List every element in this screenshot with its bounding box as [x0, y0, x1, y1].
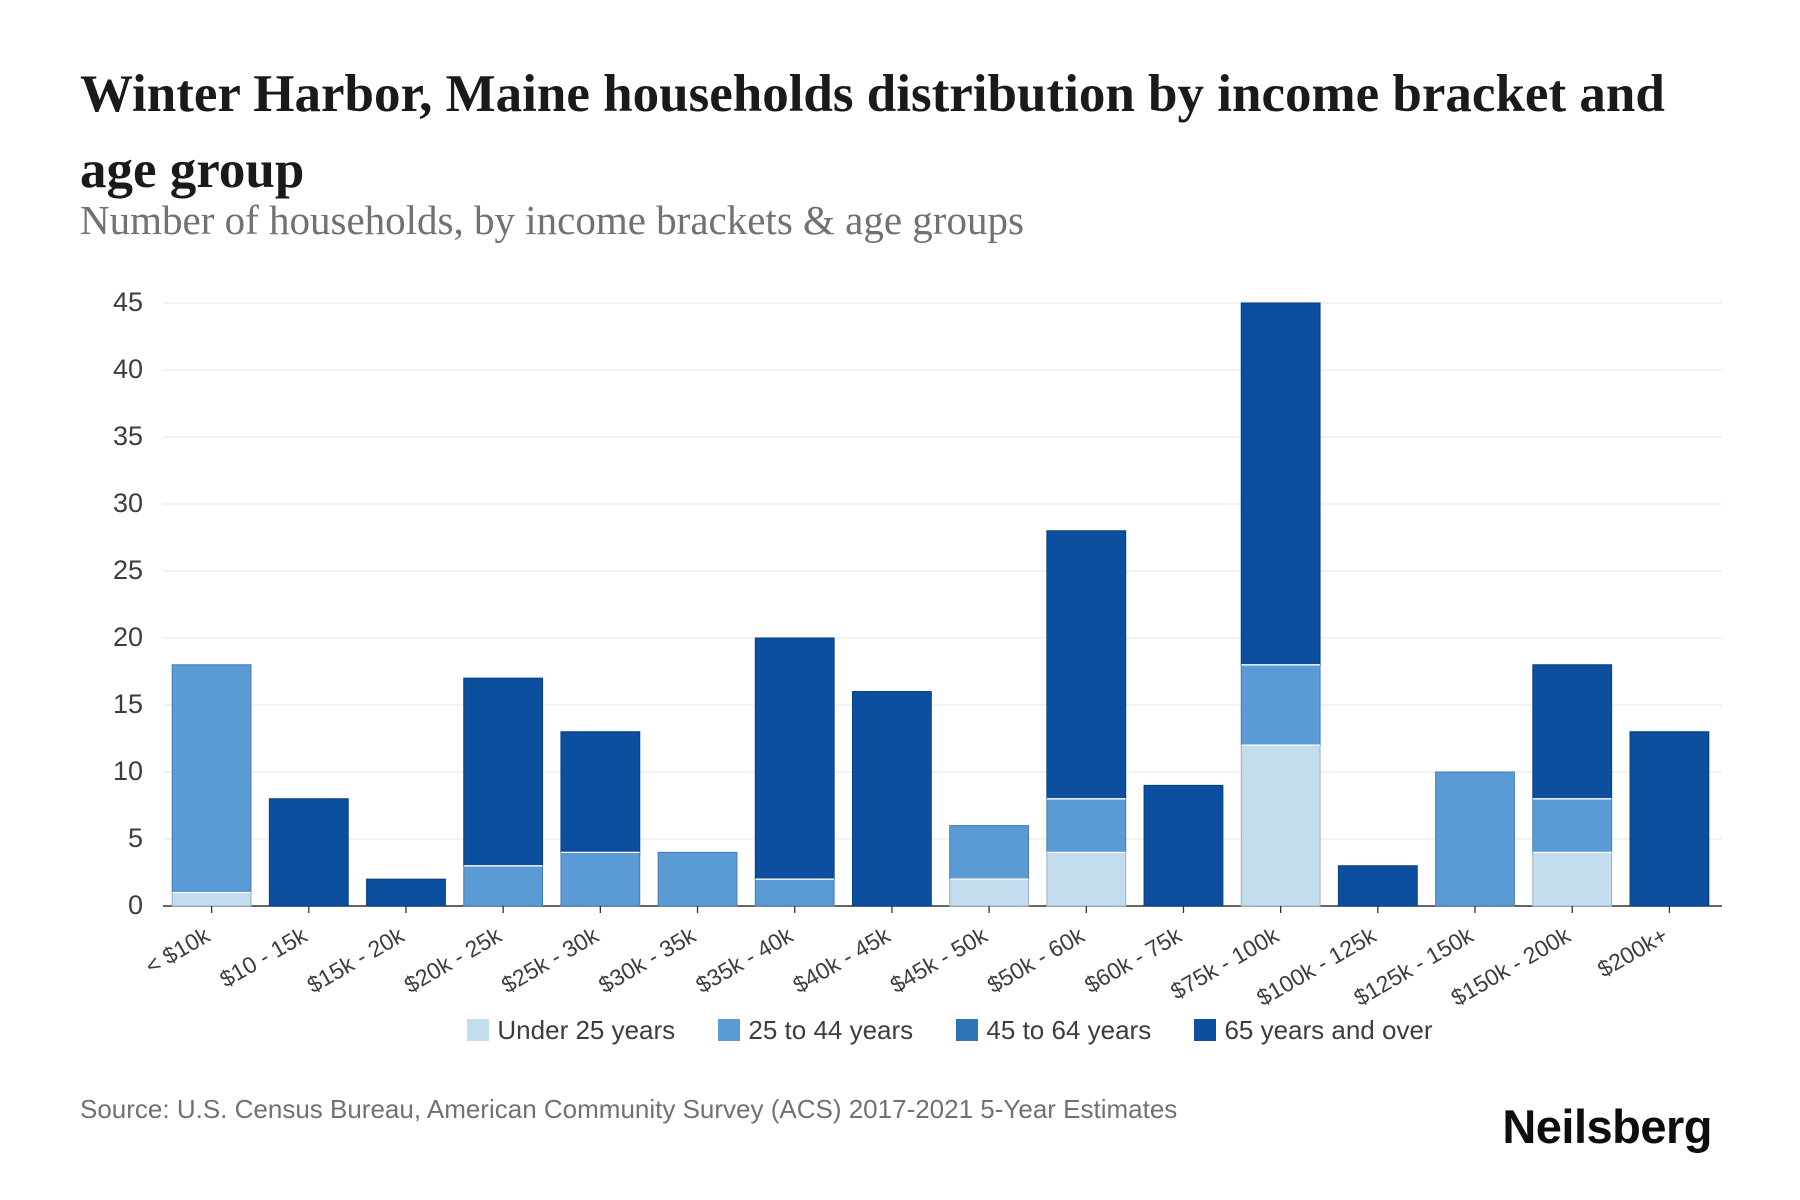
- svg-text:$35k - 40k: $35k - 40k: [691, 922, 797, 998]
- svg-text:30: 30: [113, 488, 143, 518]
- svg-text:20: 20: [113, 622, 143, 652]
- svg-text:$45k - 50k: $45k - 50k: [886, 922, 992, 998]
- svg-text:$50k - 60k: $50k - 60k: [983, 922, 1089, 998]
- svg-text:$25k - 30k: $25k - 30k: [497, 922, 603, 998]
- svg-text:$200k+: $200k+: [1593, 922, 1672, 983]
- svg-text:$40k - 45k: $40k - 45k: [788, 922, 894, 998]
- svg-text:25: 25: [113, 555, 143, 585]
- svg-text:40: 40: [113, 354, 143, 384]
- svg-text:15: 15: [113, 689, 143, 719]
- svg-text:0: 0: [128, 890, 143, 920]
- svg-text:$30k - 35k: $30k - 35k: [594, 922, 700, 998]
- svg-text:5: 5: [128, 823, 143, 853]
- svg-text:35: 35: [113, 421, 143, 451]
- svg-text:45: 45: [113, 287, 143, 317]
- svg-text:10: 10: [113, 756, 143, 786]
- svg-text:$20k - 25k: $20k - 25k: [400, 922, 506, 998]
- svg-text:< $10k: < $10k: [141, 922, 215, 980]
- svg-text:$10 - 15k: $10 - 15k: [215, 922, 311, 993]
- svg-text:$15k - 20k: $15k - 20k: [302, 922, 408, 998]
